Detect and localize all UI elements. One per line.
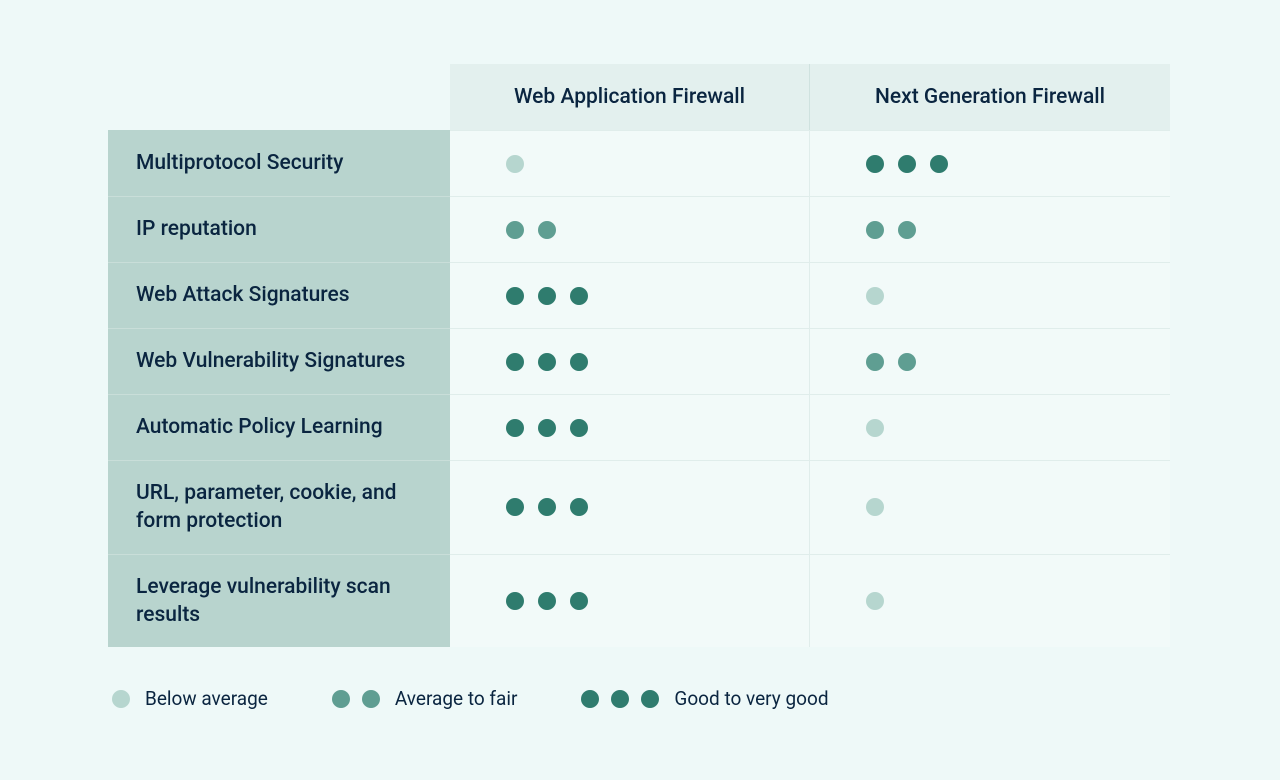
dot-icon: [611, 690, 629, 708]
dot-icon: [332, 690, 350, 708]
data-cell: [810, 130, 1170, 196]
dot-icon: [112, 690, 130, 708]
data-cell: [810, 460, 1170, 554]
rating-dots: [506, 498, 588, 516]
dot-icon: [930, 155, 948, 173]
row-header: Multiprotocol Security: [108, 130, 450, 196]
dot-icon: [506, 353, 524, 371]
dot-icon: [570, 287, 588, 305]
rating-dots: [506, 221, 556, 239]
dot-icon: [570, 353, 588, 371]
dot-icon: [506, 419, 524, 437]
row-header-label: URL, parameter, cookie, and form protect…: [136, 479, 422, 536]
rating-dots: [866, 353, 916, 371]
row-header-label: IP reputation: [136, 215, 257, 243]
dot-icon: [362, 690, 380, 708]
dot-icon: [866, 592, 884, 610]
data-cell: [450, 328, 810, 394]
dot-icon: [581, 690, 599, 708]
dot-icon: [506, 221, 524, 239]
row-header: Web Vulnerability Signatures: [108, 328, 450, 394]
rating-dots: [866, 287, 884, 305]
dot-icon: [866, 221, 884, 239]
legend-label: Below average: [145, 687, 268, 710]
row-header: Leverage vulnerability scan results: [108, 554, 450, 648]
dot-icon: [866, 287, 884, 305]
data-cell: [450, 554, 810, 648]
dot-icon: [506, 498, 524, 516]
dot-icon: [538, 353, 556, 371]
dot-icon: [538, 419, 556, 437]
legend-item: Good to very good: [581, 687, 828, 710]
dot-icon: [898, 221, 916, 239]
dot-icon: [866, 498, 884, 516]
dot-icon: [641, 690, 659, 708]
rating-dots: [581, 690, 659, 708]
row-header-label: Web Vulnerability Signatures: [136, 347, 405, 375]
rating-dots: [506, 353, 588, 371]
rating-dots: [506, 155, 524, 173]
data-cell: [450, 460, 810, 554]
data-cell: [810, 394, 1170, 460]
row-header: Web Attack Signatures: [108, 262, 450, 328]
legend-item: Average to fair: [332, 687, 518, 710]
dot-icon: [866, 353, 884, 371]
comparison-table: Web Application Firewall Next Generation…: [108, 64, 1172, 647]
dot-icon: [866, 419, 884, 437]
row-header-label: Web Attack Signatures: [136, 281, 350, 309]
data-cell: [450, 196, 810, 262]
rating-dots: [866, 498, 884, 516]
row-header-label: Multiprotocol Security: [136, 149, 343, 177]
column-header: Next Generation Firewall: [810, 64, 1170, 130]
data-cell: [450, 394, 810, 460]
dot-icon: [898, 353, 916, 371]
dot-icon: [538, 592, 556, 610]
rating-dots: [506, 287, 588, 305]
row-header-label: Automatic Policy Learning: [136, 413, 383, 441]
rating-dots: [866, 419, 884, 437]
legend-label: Average to fair: [395, 687, 518, 710]
row-header: Automatic Policy Learning: [108, 394, 450, 460]
rating-dots: [866, 155, 948, 173]
dot-icon: [570, 419, 588, 437]
column-header-label: Next Generation Firewall: [875, 85, 1105, 109]
rating-dots: [866, 221, 916, 239]
row-header: IP reputation: [108, 196, 450, 262]
rating-dots: [506, 419, 588, 437]
data-cell: [810, 554, 1170, 648]
data-cell: [810, 262, 1170, 328]
dot-icon: [538, 221, 556, 239]
column-header: Web Application Firewall: [450, 64, 810, 130]
dot-icon: [898, 155, 916, 173]
rating-dots: [112, 690, 130, 708]
rating-dots: [506, 592, 588, 610]
rating-dots: [866, 592, 884, 610]
rating-dots: [332, 690, 380, 708]
row-header-label: Leverage vulnerability scan results: [136, 573, 422, 630]
dot-icon: [506, 287, 524, 305]
data-cell: [810, 328, 1170, 394]
data-cell: [450, 130, 810, 196]
row-header: URL, parameter, cookie, and form protect…: [108, 460, 450, 554]
table-corner: [108, 64, 450, 130]
data-cell: [450, 262, 810, 328]
dot-icon: [538, 287, 556, 305]
dot-icon: [538, 498, 556, 516]
dot-icon: [570, 592, 588, 610]
dot-icon: [866, 155, 884, 173]
dot-icon: [506, 155, 524, 173]
legend-label: Good to very good: [674, 687, 828, 710]
dot-icon: [570, 498, 588, 516]
legend-item: Below average: [112, 687, 268, 710]
data-cell: [810, 196, 1170, 262]
legend: Below average Average to fair Good to very…: [108, 687, 1172, 710]
dot-icon: [506, 592, 524, 610]
column-header-label: Web Application Firewall: [514, 85, 745, 109]
